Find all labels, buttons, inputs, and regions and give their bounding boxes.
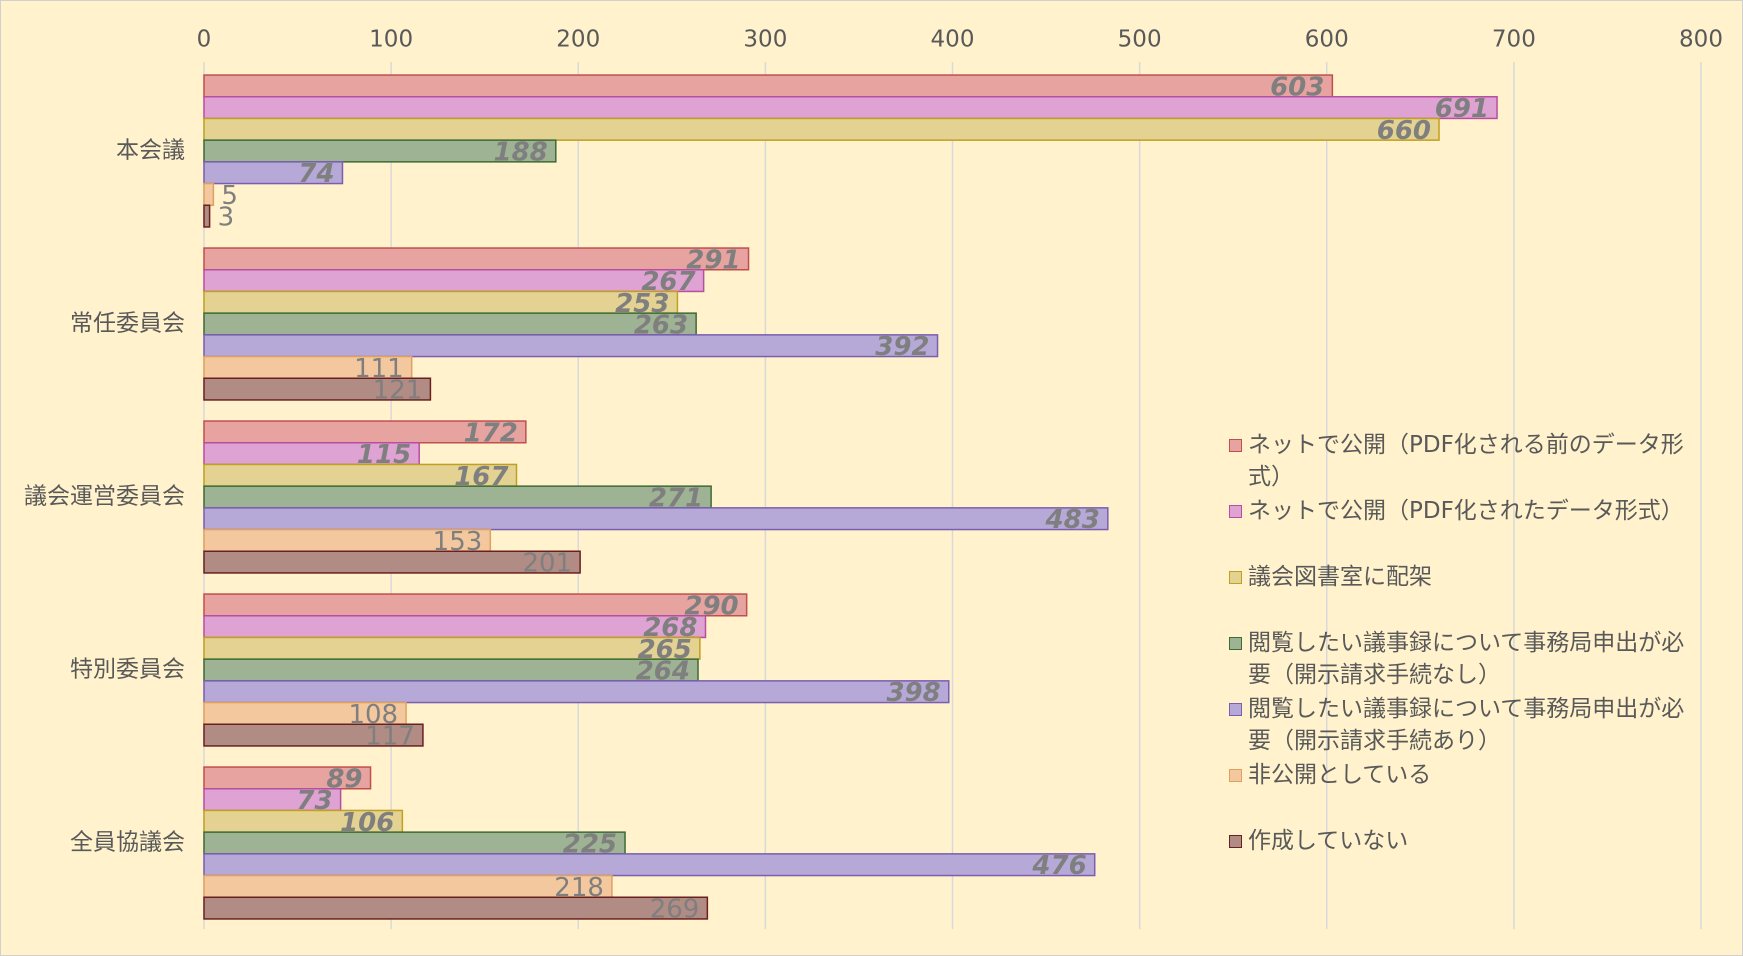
bar: [203, 874, 613, 898]
bar: [203, 290, 679, 314]
legend-entry: 議会図書室に配架: [1229, 561, 1699, 593]
x-tick-label: 0: [197, 27, 212, 53]
data-label: 3: [218, 203, 235, 233]
legend-entry: 閲覧したい議事録について事務局申出が必要（開示請求手続あり）: [1229, 693, 1699, 757]
x-tick-label: 200: [556, 27, 600, 53]
legend-entry: 作成していない: [1229, 825, 1699, 857]
legend-label: 作成していない: [1248, 828, 1409, 854]
bar: [203, 615, 707, 639]
bar: [203, 334, 939, 358]
bar: [203, 723, 424, 747]
bar: [203, 550, 581, 574]
bar: [203, 74, 1334, 98]
y-tick-label: 全員協議会: [70, 830, 185, 856]
data-label: 660: [1377, 116, 1431, 146]
data-label: 201: [522, 549, 572, 579]
legend-entry: ネットで公開（PDF化される前のデータ形式）: [1229, 429, 1699, 493]
bar: [203, 658, 699, 682]
legend-swatch: [1229, 505, 1242, 518]
x-tick-label: 800: [1679, 27, 1723, 53]
x-tick-label: 400: [931, 27, 975, 53]
legend-swatch: [1229, 769, 1242, 782]
bar: [203, 485, 712, 509]
legend-swatch: [1229, 439, 1242, 452]
data-label: 483: [1045, 505, 1100, 535]
bar: [203, 182, 215, 207]
bar: [203, 117, 1440, 141]
legend-label: ネットで公開（PDF化される前のデータ形式）: [1248, 432, 1684, 490]
legend-swatch: [1229, 703, 1242, 716]
legend-swatch: [1229, 571, 1242, 584]
y-tick-label: 特別委員会: [70, 657, 185, 683]
data-label: 691: [1435, 94, 1489, 124]
bar: [203, 312, 697, 336]
legend-label: 閲覧したい議事録について事務局申出が必要（開示請求手続なし）: [1248, 630, 1685, 688]
data-label: 188: [494, 138, 548, 168]
legend-label: 議会図書室に配架: [1248, 564, 1432, 590]
bar: [203, 161, 344, 185]
bar: [203, 139, 557, 163]
data-label: 117: [365, 722, 415, 752]
data-label: 74: [298, 159, 334, 189]
data-label: 398: [886, 678, 940, 708]
y-tick-label: 本会議: [116, 138, 185, 164]
y-tick-label: 議会運営委員会: [24, 484, 185, 510]
bar: [203, 204, 211, 228]
legend-swatch: [1229, 637, 1242, 650]
data-label: 476: [1031, 851, 1086, 881]
legend-entry: ネットで公開（PDF化されたデータ形式）: [1229, 495, 1699, 527]
legend-entry: 非公開としている: [1229, 759, 1699, 791]
bar: [203, 853, 1096, 877]
x-tick-label: 700: [1492, 27, 1536, 53]
legend-label: 閲覧したい議事録について事務局申出が必要（開示請求手続あり）: [1248, 696, 1685, 754]
y-tick-label: 常任委員会: [70, 311, 185, 337]
legend-swatch: [1229, 835, 1242, 848]
data-label: 269: [650, 895, 700, 925]
bar: [203, 507, 1109, 531]
bar: [203, 636, 701, 660]
bar: [203, 896, 709, 920]
x-tick-label: 500: [1118, 27, 1162, 53]
bar: [203, 377, 432, 401]
legend-label: ネットで公開（PDF化されたデータ形式）: [1248, 498, 1684, 524]
x-tick-label: 600: [1305, 27, 1349, 53]
data-label: 121: [373, 376, 423, 406]
data-label: 5: [221, 181, 238, 211]
data-label: 172: [464, 418, 518, 448]
legend-label: 非公開としている: [1248, 762, 1432, 788]
bar: [203, 680, 950, 704]
legend-entry: 閲覧したい議事録について事務局申出が必要（開示請求手続なし）: [1229, 627, 1699, 691]
bar: [203, 96, 1498, 120]
x-tick-label: 300: [743, 27, 787, 53]
data-label: 392: [875, 332, 929, 362]
x-tick-label: 100: [369, 27, 413, 53]
